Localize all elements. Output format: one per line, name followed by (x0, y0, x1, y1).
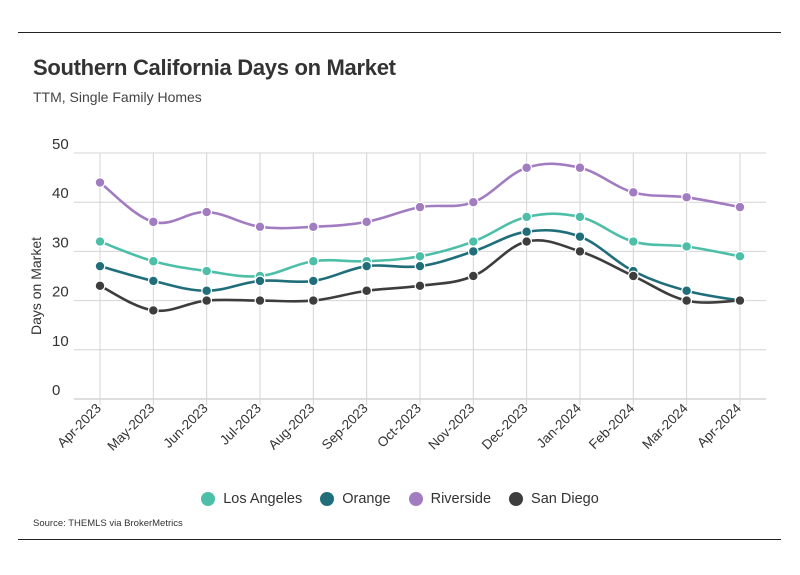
data-point-los-angeles (627, 236, 639, 247)
data-point-riverside (414, 201, 426, 213)
legend-label: Riverside (430, 491, 492, 507)
x-tick-label: Dec-2023 (479, 401, 531, 453)
y-tick-label: 0 (52, 382, 60, 399)
data-point-san-diego (681, 295, 693, 307)
x-tick-label: Nov-2023 (425, 401, 477, 453)
legend-label: Los Angeles (223, 491, 303, 507)
y-tick-label: 40 (52, 185, 69, 202)
data-point-san-diego (361, 285, 373, 297)
data-point-orange (361, 260, 373, 272)
legend-swatch (320, 492, 335, 506)
data-point-orange (467, 245, 479, 257)
data-point-san-diego (574, 245, 586, 257)
chart-subtitle: TTM, Single Family Homes (33, 89, 202, 105)
x-tick-label: Jan-2024 (534, 400, 585, 451)
data-point-los-angeles (201, 265, 213, 277)
data-point-orange (147, 275, 159, 287)
legend-label: Orange (342, 491, 391, 507)
data-point-los-angeles (521, 211, 533, 223)
data-point-orange (307, 275, 319, 287)
data-point-riverside (94, 177, 106, 188)
data-point-san-diego (627, 270, 639, 282)
x-tick-label: Sep-2023 (319, 401, 371, 453)
y-tick-label: 30 (52, 234, 69, 251)
data-point-riverside (574, 162, 586, 174)
x-tick-label: May-2023 (104, 401, 157, 454)
chart-legend: Los Angeles Orange Riverside San Diego (0, 491, 800, 507)
data-point-los-angeles (94, 236, 106, 247)
legend-swatch (201, 492, 216, 506)
bottom-rule (18, 539, 781, 540)
x-tick-label: Aug-2023 (265, 401, 317, 453)
x-tick-label: Apr-2024 (694, 400, 744, 450)
legend-swatch (408, 492, 423, 506)
data-point-riverside (734, 201, 746, 213)
data-point-san-diego (307, 295, 319, 307)
data-point-san-diego (734, 295, 746, 307)
data-point-riverside (681, 191, 693, 203)
data-point-orange (94, 260, 106, 272)
data-point-san-diego (414, 280, 426, 292)
legend-item-orange: Orange (320, 491, 391, 507)
x-tick-label: Feb-2024 (586, 400, 638, 452)
data-point-los-angeles (467, 236, 479, 247)
data-point-los-angeles (307, 255, 319, 267)
legend-item-los-angeles: Los Angeles (201, 491, 302, 507)
data-point-riverside (521, 162, 533, 174)
data-point-los-angeles (147, 255, 159, 267)
source-note: Source: THEMLS via BrokerMetrics (33, 518, 183, 529)
y-tick-label: 10 (52, 333, 69, 350)
data-point-los-angeles (574, 211, 586, 223)
y-tick-label: 20 (52, 284, 69, 301)
x-tick-label: Oct-2023 (374, 401, 424, 451)
data-point-los-angeles (414, 250, 426, 262)
data-point-riverside (467, 196, 479, 208)
data-point-orange (201, 285, 213, 297)
y-axis-label: Days on Market (28, 237, 44, 335)
data-point-orange (254, 275, 266, 287)
legend-swatch (509, 492, 524, 506)
data-point-riverside (361, 216, 373, 228)
data-point-san-diego (201, 295, 213, 307)
x-tick-label: Mar-2024 (639, 400, 691, 452)
data-point-san-diego (94, 280, 106, 292)
data-point-riverside (307, 221, 319, 233)
data-point-los-angeles (681, 241, 693, 252)
y-tick-label: 50 (52, 136, 69, 153)
legend-item-san-diego: San Diego (509, 491, 599, 507)
data-point-orange (521, 226, 533, 238)
data-point-san-diego (254, 295, 266, 307)
legend-label: San Diego (531, 491, 599, 507)
data-point-riverside (627, 186, 639, 198)
x-tick-label: Jul-2023 (217, 401, 264, 448)
data-point-riverside (201, 206, 213, 218)
data-point-riverside (147, 216, 159, 228)
legend-item-riverside: Riverside (408, 491, 492, 507)
data-point-riverside (254, 221, 266, 233)
data-point-orange (574, 231, 586, 243)
data-point-los-angeles (734, 250, 746, 262)
x-tick-label: Jun-2023 (160, 401, 210, 451)
chart-title: Southern California Days on Market (33, 55, 396, 80)
data-point-san-diego (467, 270, 479, 282)
top-rule (18, 32, 781, 33)
data-point-orange (414, 260, 426, 272)
x-tick-label: Apr-2023 (54, 401, 104, 451)
data-point-orange (681, 285, 693, 297)
data-point-san-diego (147, 305, 159, 316)
data-point-san-diego (521, 236, 533, 247)
